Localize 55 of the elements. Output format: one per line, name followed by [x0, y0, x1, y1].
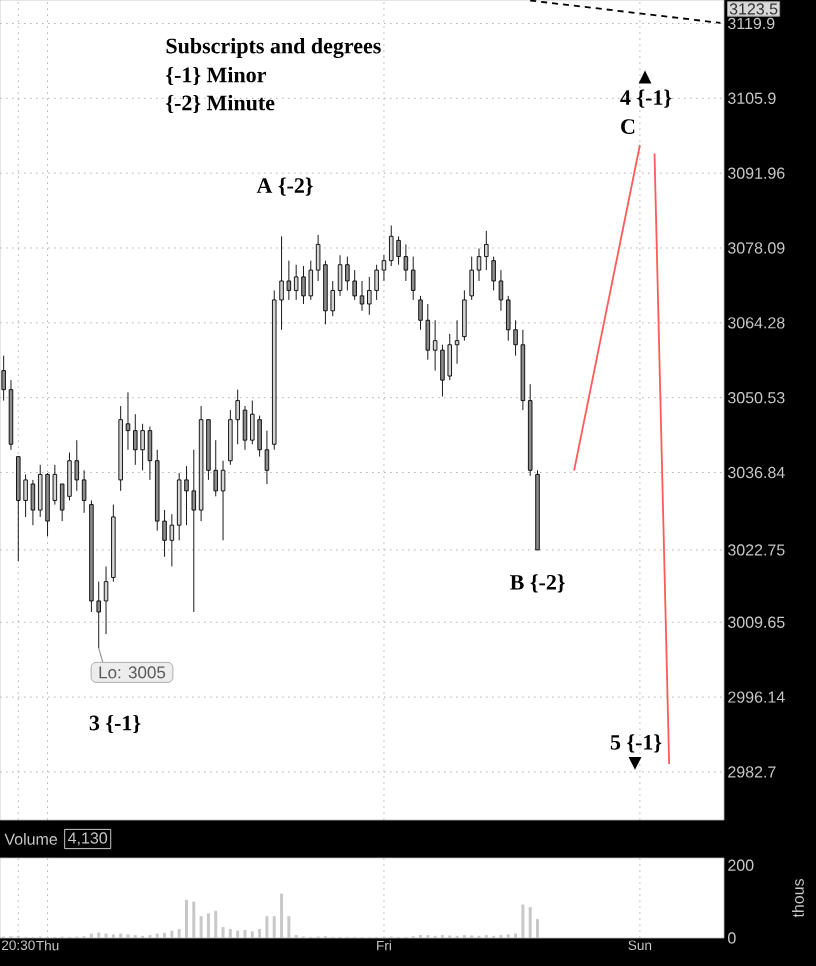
- candlestick: [176, 472, 182, 541]
- candlestick: [45, 473, 50, 537]
- annotation: {-1} Minor: [166, 66, 266, 86]
- annotation: B {-2}: [510, 574, 565, 593]
- y-tick-label: 3064.28: [728, 317, 785, 329]
- annotation: A {-2}: [256, 177, 313, 196]
- annotation: Subscripts and degrees: [166, 37, 381, 59]
- y-tick-label: 0: [728, 932, 736, 944]
- candlestick: [103, 566, 109, 635]
- candlestick: [111, 504, 116, 583]
- candlestick: [37, 464, 43, 518]
- text: 4,130: [68, 832, 108, 846]
- y-tick-label: 200: [728, 859, 754, 871]
- candlestick: [425, 303, 431, 361]
- candlestick: [118, 405, 123, 492]
- y-tick-label: 3105.9: [728, 92, 776, 104]
- y-tick-label: 3119.9: [728, 17, 775, 30]
- chart-title: Volume: [4, 833, 58, 845]
- annotation: C: [621, 119, 635, 134]
- y-tick-label: 3078.09: [728, 242, 785, 254]
- candlestick: [389, 225, 394, 267]
- candlestick: [140, 423, 145, 471]
- annotation: {-2} Minute: [166, 94, 275, 114]
- y-tick-label: 2982.7: [728, 766, 776, 778]
- candlestick: [286, 260, 292, 301]
- candlestick: [198, 405, 204, 522]
- text: Lo: 3005: [99, 666, 166, 679]
- candlestick: [242, 405, 248, 451]
- annotation: ▼: [628, 756, 642, 770]
- y-axis-title: thous: [792, 879, 804, 918]
- candlestick: [359, 280, 365, 312]
- candlestick: [30, 479, 36, 526]
- y-tick-label: 3050.53: [728, 392, 785, 404]
- annotation: ▲: [638, 70, 652, 84]
- y-tick-label: 3009.65: [728, 616, 785, 628]
- candlestick: [89, 500, 94, 613]
- candlestick: [293, 264, 299, 301]
- y-tick-label: 3022.75: [728, 544, 785, 556]
- y-tick-label: 2996.14: [728, 691, 785, 703]
- candlestick: [184, 465, 189, 526]
- annotation: 3 {-1}: [89, 714, 141, 734]
- candlestick: [484, 230, 489, 271]
- candlestick: [220, 460, 226, 541]
- y-tick-label: 3036.84: [728, 466, 785, 479]
- candlestick: [440, 344, 445, 397]
- candlestick: [396, 235, 401, 266]
- candlestick: [367, 276, 372, 316]
- y-tick-label: 3091.96: [728, 167, 785, 179]
- annotation: 5 {-1}: [610, 734, 662, 753]
- candlestick: [133, 413, 138, 466]
- text: 3123.5: [729, 3, 778, 15]
- candlestick: [410, 256, 416, 301]
- candlestick: [301, 265, 306, 305]
- annotation: 4 {-1}: [620, 89, 672, 108]
- candlestick: [462, 289, 467, 342]
